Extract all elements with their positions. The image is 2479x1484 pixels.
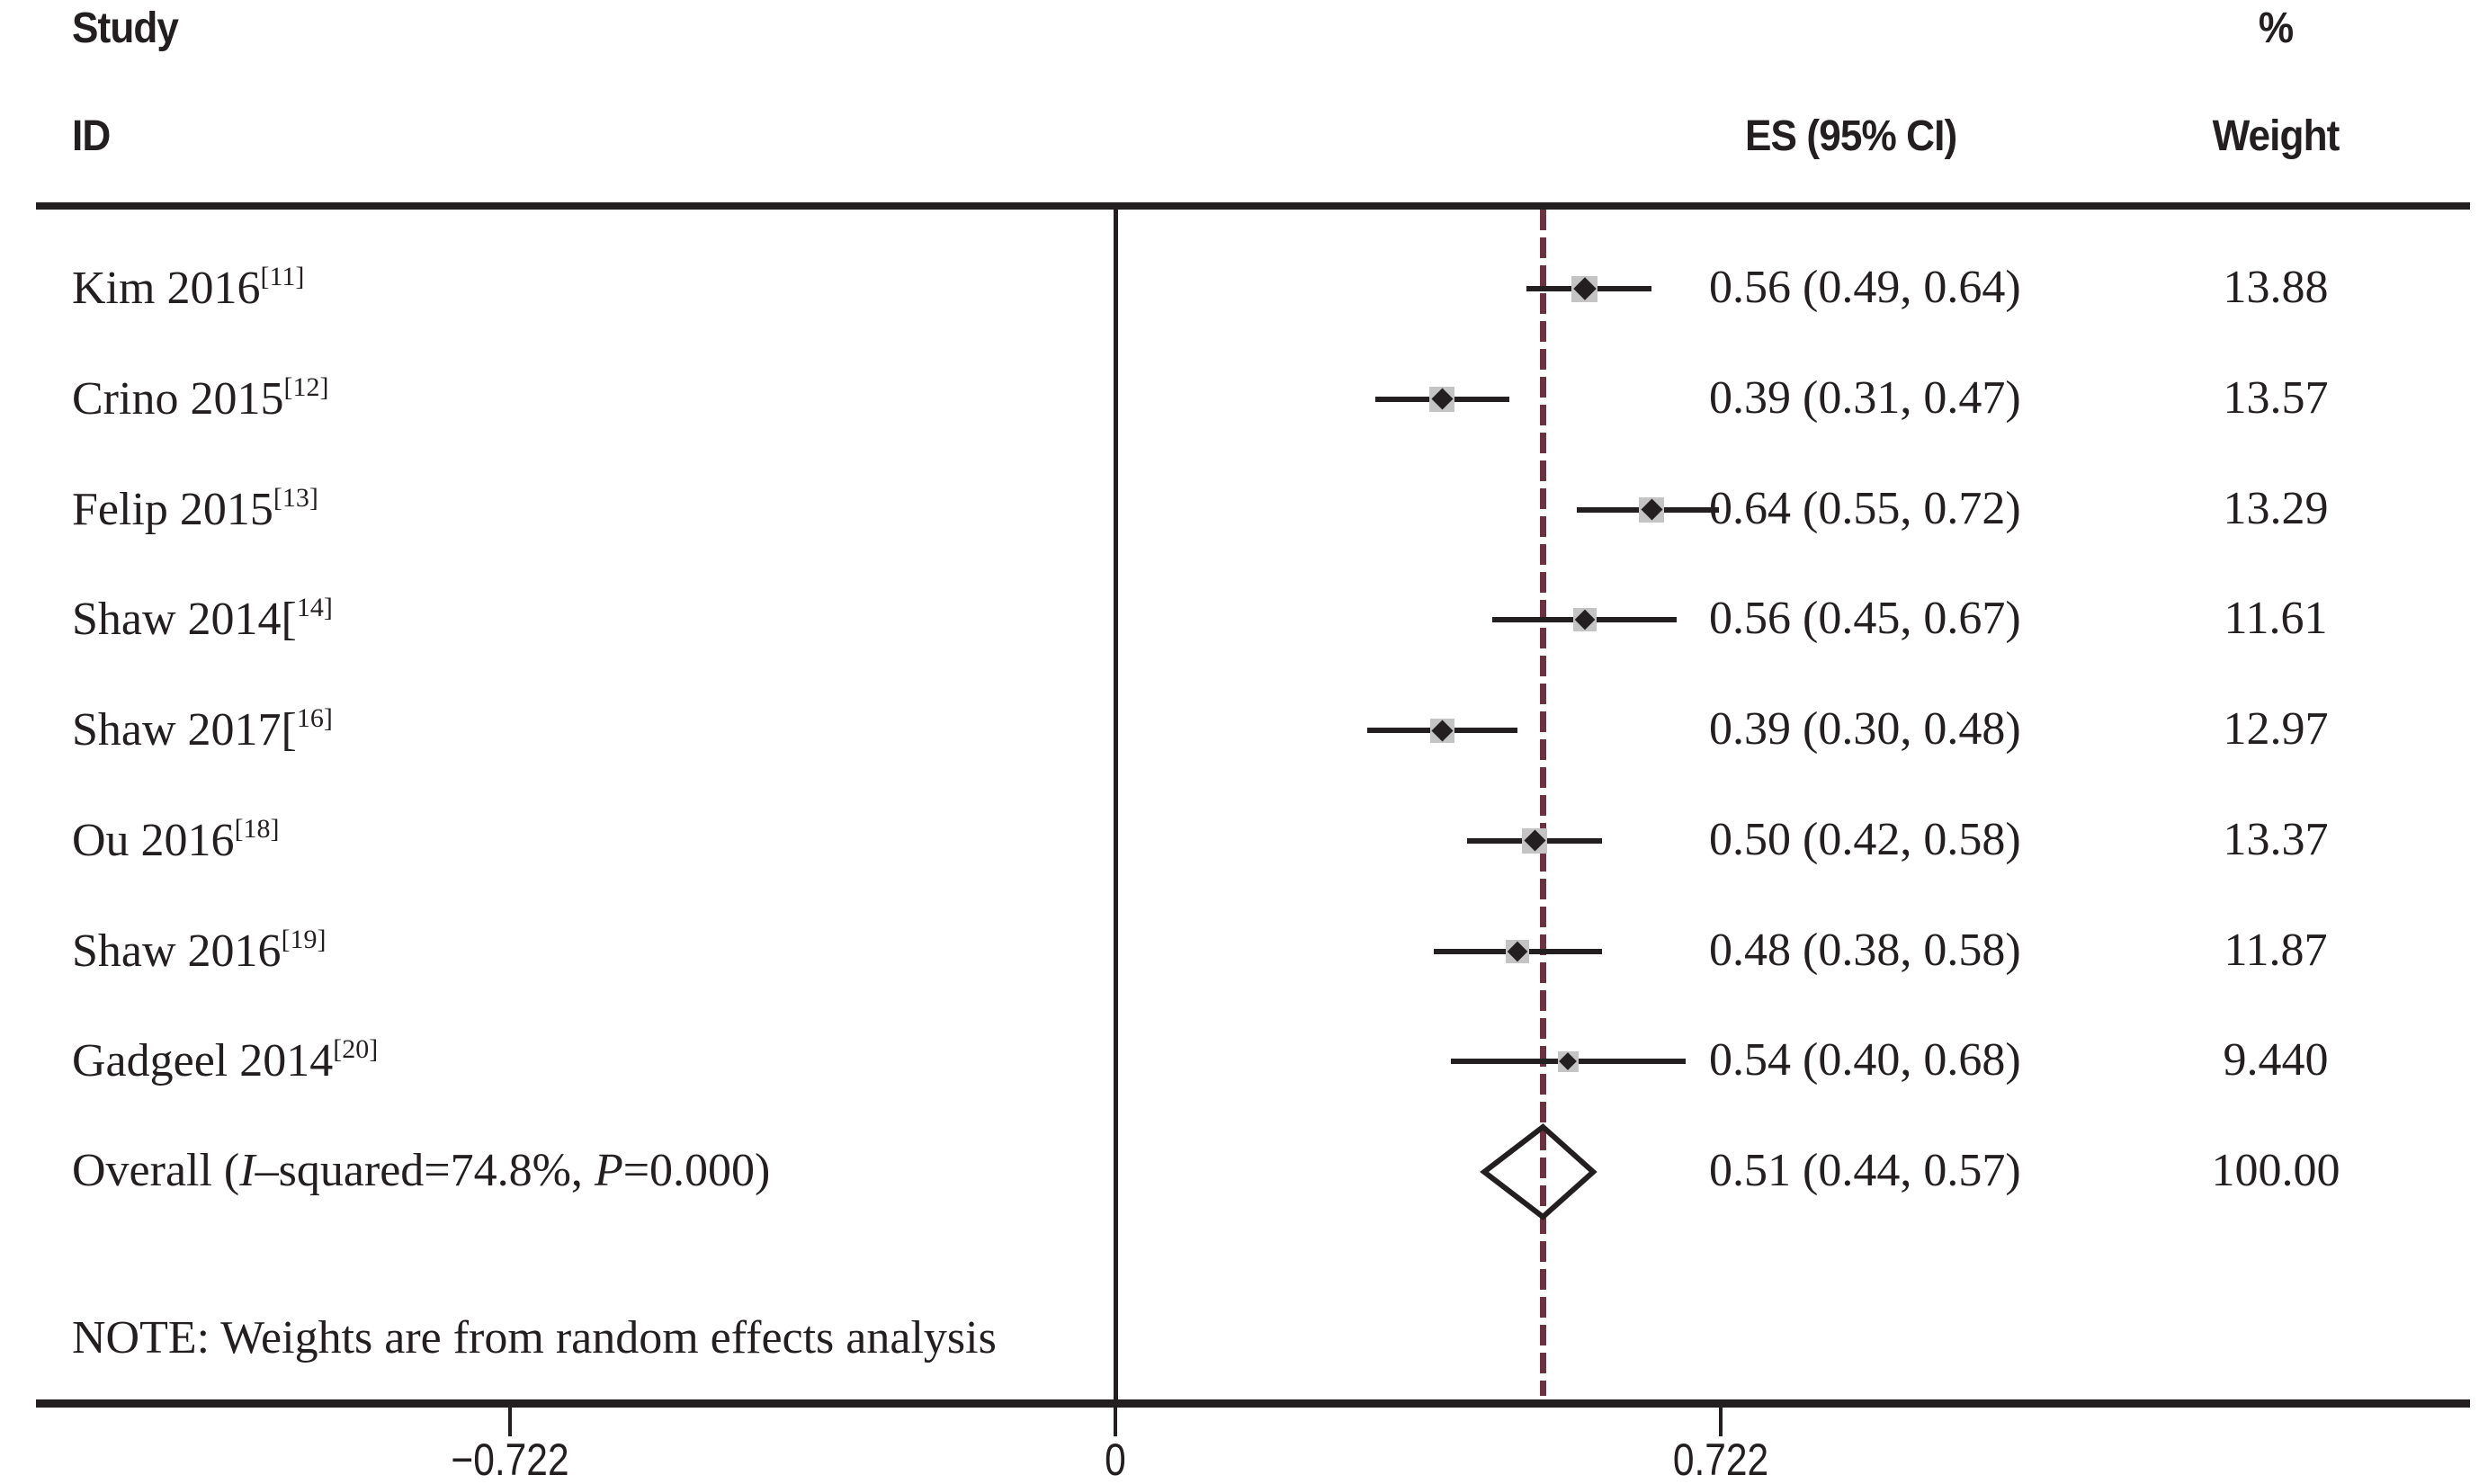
study-label-text: Kim 2016 <box>72 262 261 314</box>
study-citation-superscript: [11] <box>260 261 305 291</box>
column-header-study: Study <box>72 4 179 52</box>
study-label-text: Gadgeel 2014 <box>72 1035 334 1087</box>
overall-label-pre: Overall ( <box>72 1144 240 1196</box>
overall-label-isquared: I <box>239 1144 255 1196</box>
column-header-es-ci: ES (95% CI) <box>1745 112 1957 160</box>
weight-value: 11.61 <box>2224 593 2328 645</box>
overall-es-value: 0.51 (0.44, 0.57) <box>1709 1144 2021 1196</box>
study-label-text: Shaw 2014[ <box>72 594 297 646</box>
random-effects-note: NOTE: Weights are from random effects an… <box>72 1312 997 1363</box>
es-ci-value: 0.64 (0.55, 0.72) <box>1709 482 2021 534</box>
study-citation-superscript: 14] <box>296 593 333 623</box>
x-axis-tick-mark <box>508 1408 513 1436</box>
null-effect-line <box>1113 210 1118 1399</box>
x-axis-tick-label: 0.722 <box>1672 1435 1769 1484</box>
study-citation-superscript: [19] <box>281 924 327 954</box>
study-citation-superscript: [12] <box>283 371 329 402</box>
x-axis-tick-label: 0 <box>1105 1435 1126 1484</box>
es-ci-value: 0.54 (0.40, 0.68) <box>1709 1034 2021 1086</box>
overall-weight-value: 100.00 <box>2211 1144 2340 1196</box>
study-label: Felip 2015[13] <box>72 484 318 532</box>
study-citation-superscript: 16] <box>296 702 333 733</box>
study-label: Shaw 2017[16] <box>72 702 333 755</box>
study-label-text: Crino 2015 <box>72 372 284 425</box>
es-ci-value: 0.50 (0.42, 0.58) <box>1709 813 2021 865</box>
study-label-text: Ou 2016 <box>72 814 235 866</box>
x-axis-tick-label: −0.722 <box>451 1435 569 1484</box>
study-label: Shaw 2014[14] <box>72 594 333 643</box>
study-citation-superscript: [18] <box>234 813 280 844</box>
study-label-text: Shaw 2017[ <box>72 703 297 755</box>
weight-value: 12.97 <box>2223 702 2329 755</box>
x-axis-line <box>36 1399 2470 1408</box>
weight-value: 9.440 <box>2223 1034 2329 1086</box>
study-label: Ou 2016[18] <box>72 813 280 866</box>
study-label-text: Felip 2015 <box>72 483 273 535</box>
pooled-estimate-dashed-line <box>1539 210 1546 1396</box>
x-axis-tick-mark <box>1114 1408 1117 1436</box>
study-label: Kim 2016[11] <box>72 261 305 314</box>
weight-value: 13.88 <box>2223 261 2329 313</box>
weight-value: 13.57 <box>2223 371 2329 424</box>
column-header-id: ID <box>72 112 111 160</box>
es-ci-value: 0.39 (0.31, 0.47) <box>1709 371 2021 424</box>
header-separator-line <box>36 202 2470 210</box>
study-citation-superscript: [13] <box>273 482 318 513</box>
weight-value: 13.37 <box>2223 813 2329 865</box>
study-label: Gadgeel 2014[20] <box>72 1036 378 1085</box>
column-header-percent: % <box>2258 4 2294 52</box>
study-citation-superscript: [20] <box>333 1034 379 1065</box>
es-ci-value: 0.48 (0.38, 0.58) <box>1709 924 2021 976</box>
overall-row-label: Overall (I–squared=74.8%, P=0.000) <box>72 1144 771 1196</box>
overall-label-post: =0.000) <box>622 1144 771 1196</box>
x-axis-tick-mark <box>1718 1408 1723 1436</box>
es-ci-value: 0.56 (0.45, 0.67) <box>1709 593 2021 645</box>
es-ci-value: 0.39 (0.30, 0.48) <box>1709 702 2021 755</box>
overall-label-pvalue: P <box>594 1144 623 1196</box>
overall-label-mid: –squared=74.8%, <box>255 1144 595 1196</box>
column-header-weight: Weight <box>2212 112 2340 160</box>
study-label: Crino 2015[12] <box>72 371 329 425</box>
weight-value: 13.29 <box>2223 482 2329 534</box>
study-label: Shaw 2016[19] <box>72 925 327 974</box>
es-ci-value: 0.56 (0.49, 0.64) <box>1709 261 2021 313</box>
weight-value: 11.87 <box>2224 924 2328 976</box>
study-label-text: Shaw 2016 <box>72 925 282 977</box>
